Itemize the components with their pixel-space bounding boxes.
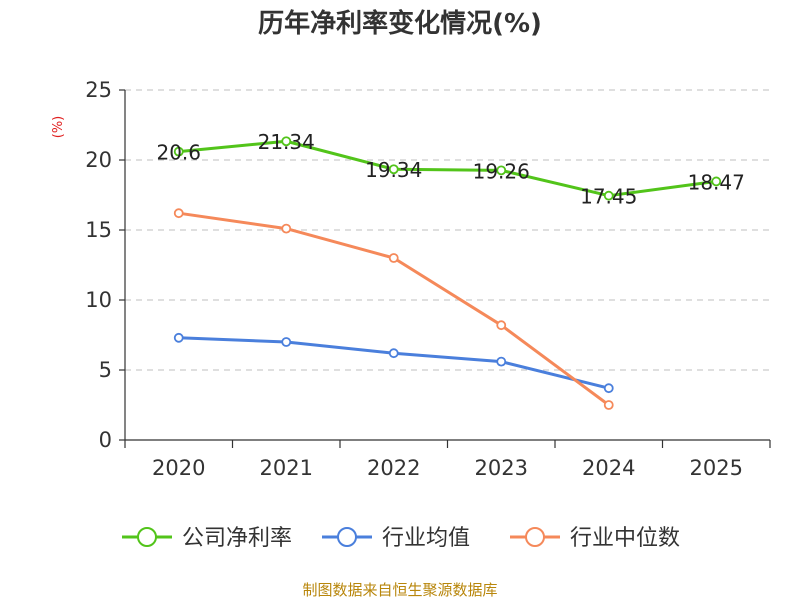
series-0-point-2025: [711, 176, 722, 187]
data-label-2020: 20.6: [156, 141, 201, 165]
x-tick-label-2021: 2021: [260, 456, 313, 480]
legend[interactable]: 公司净利率 行业均值 行业中位数: [122, 526, 680, 551]
series-0-point-2023: [496, 165, 507, 176]
series-2-point-2023: [496, 320, 507, 331]
y-tick-label-5: 5: [99, 358, 112, 382]
x-tick-label-2023: 2023: [475, 456, 528, 480]
series-0-point-2021: [281, 136, 292, 147]
y-tick-label-15: 15: [85, 218, 112, 242]
series-layer: [173, 136, 722, 410]
series-line-1: [177, 336, 611, 390]
legend-label-0: 公司净利率: [182, 526, 292, 551]
y-tick-label-0: 0: [99, 428, 112, 452]
x-axis: 2020 2021 2022 2023 2024 2025: [124, 439, 771, 480]
series-line-2: [177, 211, 611, 407]
data-label-2023: 19.26: [473, 159, 530, 183]
legend-label-1: 行业均值: [382, 526, 470, 551]
y-axis-unit-label: (%): [51, 116, 66, 139]
series-1-point-2020: [173, 332, 184, 343]
series-0-point-2022: [388, 164, 399, 175]
x-tick-label-2024: 2024: [582, 456, 635, 480]
y-tick-label-25: 25: [85, 78, 112, 102]
legend-marker-1: [337, 527, 357, 547]
data-label-2024: 17.45: [580, 185, 637, 209]
y-tick-label-10: 10: [85, 288, 112, 312]
series-2-point-2020: [173, 208, 184, 219]
data-labels: 20.6 21.34 19.34 19.26 17.45 18.47: [156, 130, 744, 208]
series-2-point-2022: [388, 253, 399, 263]
grid-lines: [125, 89, 770, 371]
legend-label-2: 行业中位数: [570, 526, 680, 551]
series-1-point-2022: [388, 348, 399, 359]
series-0-point-2024: [603, 190, 614, 201]
x-tick-label-2025: 2025: [690, 456, 743, 480]
series-line-0: [177, 139, 718, 198]
y-axis: 0 5 10 15 20 25: [85, 78, 126, 452]
legend-item-1[interactable]: 行业均值: [322, 526, 470, 551]
data-label-2025: 18.47: [688, 170, 745, 194]
source-note: 制图数据来自恒生聚源数据库: [302, 581, 497, 599]
series-1-point-2023: [496, 356, 507, 367]
chart-title: 历年净利率变化情况(%): [258, 8, 542, 39]
legend-item-0[interactable]: 公司净利率: [122, 526, 292, 551]
data-label-2021: 21.34: [258, 130, 315, 154]
y-tick-label-20: 20: [85, 148, 112, 172]
series-2-point-2021: [281, 223, 292, 234]
series-0-point-2020: [173, 146, 184, 157]
legend-marker-2: [525, 527, 545, 547]
legend-marker-0: [137, 527, 157, 547]
series-2-point-2024: [603, 400, 614, 410]
series-1-point-2021: [281, 337, 292, 347]
series-1-point-2024: [603, 383, 614, 394]
x-tick-label-2020: 2020: [152, 456, 205, 480]
data-label-2022: 19.34: [365, 158, 422, 182]
x-tick-label-2022: 2022: [367, 456, 420, 480]
legend-item-2[interactable]: 行业中位数: [510, 526, 680, 551]
